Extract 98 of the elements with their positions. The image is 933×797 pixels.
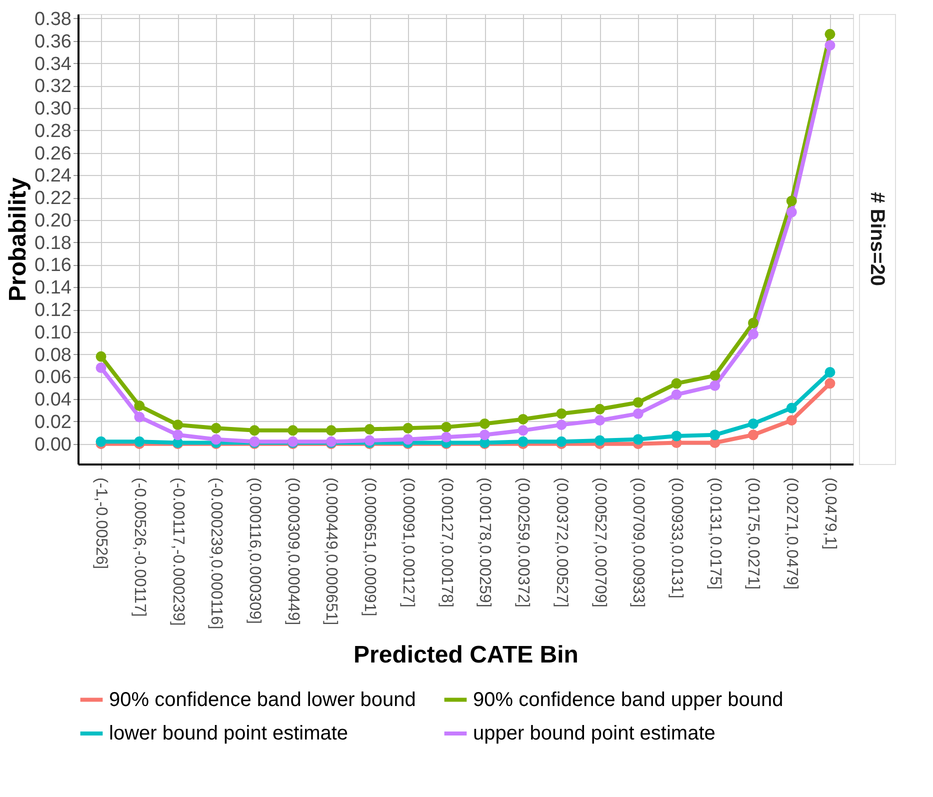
point	[556, 436, 567, 447]
x-tick-label: (0.00259,0.00372]	[514, 478, 532, 608]
y-tick-label: 0.30	[34, 98, 72, 120]
point	[671, 389, 682, 400]
y-tick-label: 0.12	[34, 300, 72, 322]
point	[134, 400, 145, 412]
y-tick-label: 0.04	[34, 390, 72, 411]
y-tick-label: 0.00	[34, 434, 72, 456]
point	[786, 402, 797, 414]
point	[96, 351, 106, 362]
x-tick-label: (0.00709,0.00933]	[630, 478, 647, 608]
y-tick-label: 0.14	[34, 278, 72, 299]
point	[671, 378, 682, 389]
point	[710, 430, 720, 440]
point	[824, 378, 836, 389]
legend-label: lower bound point estimate	[109, 722, 348, 744]
y-tick-label: 0.28	[34, 120, 72, 142]
point	[402, 434, 414, 445]
x-tick-label: (-0.00117,-0.000239]	[169, 478, 186, 626]
x-tick-label: (0.0271,0.0479]	[783, 478, 800, 590]
point	[748, 430, 758, 440]
point	[402, 422, 414, 434]
point	[249, 425, 260, 436]
y-tick-label: 0.24	[34, 166, 72, 187]
point	[824, 28, 836, 40]
y-tick-label: 0.20	[34, 210, 72, 232]
point	[518, 425, 528, 436]
point	[479, 418, 490, 429]
x-tick-label: (0.0131,0.0175]	[706, 478, 724, 590]
x-tick-label: (-0.00526,-0.00117]	[130, 478, 148, 617]
point	[518, 436, 528, 447]
y-tick-label: 0.16	[34, 255, 72, 276]
point	[288, 425, 298, 436]
point	[556, 420, 567, 430]
point	[632, 408, 644, 419]
point	[748, 418, 758, 429]
y-tick-label: 0.18	[34, 232, 72, 254]
y-tick-label: 0.10	[34, 322, 72, 344]
x-tick-label: (0.000309,0.000449]	[284, 478, 302, 626]
point	[364, 424, 375, 435]
x-tick-label: (0.00127,0.00178]	[438, 478, 455, 608]
point	[786, 196, 797, 206]
y-tick-label: 0.22	[34, 188, 72, 210]
point	[710, 380, 720, 391]
x-axis-title: Predicted CATE Bin	[354, 641, 578, 668]
x-tick-label: (0.00933,0.0131]	[668, 478, 686, 598]
point	[210, 422, 222, 434]
x-tick-label: (0.000651,0.00091]	[361, 478, 378, 616]
x-tick-label: (0.00091,0.00127]	[399, 478, 416, 608]
point	[748, 328, 758, 340]
y-tick-label: 0.34	[34, 54, 72, 75]
x-tick-label: (0.000116,0.000309]	[246, 478, 263, 624]
x-tick-label: (0.0479,1]	[821, 478, 838, 550]
y-tick-label: 0.36	[34, 31, 72, 52]
y-tick-label: 0.06	[34, 367, 72, 388]
point	[364, 435, 375, 446]
point	[824, 366, 836, 378]
point	[441, 422, 452, 432]
y-tick-label: 0.26	[34, 143, 72, 164]
point	[594, 404, 606, 414]
point	[824, 40, 836, 51]
legend-label: 90% confidence band upper bound	[473, 688, 784, 711]
x-tick-label: (-0.000239,0.000116]	[208, 478, 225, 630]
point	[786, 206, 797, 218]
point	[210, 434, 222, 445]
text: # Bins=20	[866, 192, 888, 286]
x-tick-label: (0.000449,0.000651]	[322, 478, 340, 626]
x-tick-label: (-1,-0.00526]	[92, 478, 110, 570]
y-axis-title: Probability	[4, 176, 32, 302]
x-tick-label: (0.00527,0.00709]	[591, 478, 608, 608]
legend-label: upper bound point estimate	[473, 722, 716, 744]
point	[441, 432, 452, 442]
y-tick-label: 0.08	[34, 344, 72, 366]
point	[172, 420, 183, 430]
point	[518, 414, 528, 424]
y-tick-label: 0.32	[34, 76, 72, 98]
point	[594, 415, 606, 426]
legend-label: 90% confidence band lower bound	[109, 688, 416, 711]
y-tick-label: 0.02	[34, 412, 72, 433]
point	[96, 362, 106, 373]
point	[479, 430, 490, 440]
x-tick-label: (0.0175,0.0271]	[744, 478, 762, 590]
point	[671, 430, 682, 442]
point	[134, 436, 145, 447]
point	[134, 412, 145, 422]
point	[632, 397, 644, 408]
x-tick-label: (0.00372,0.00527]	[552, 478, 570, 608]
point	[710, 370, 720, 381]
point	[594, 435, 606, 446]
point	[172, 430, 183, 440]
point	[556, 408, 567, 419]
point	[786, 415, 797, 426]
point	[96, 436, 106, 447]
y-tick-label: 0.38	[34, 8, 72, 30]
x-tick-label: (0.00178,0.00259]	[476, 478, 494, 608]
point	[326, 425, 336, 436]
point	[748, 318, 758, 328]
point	[632, 434, 644, 445]
